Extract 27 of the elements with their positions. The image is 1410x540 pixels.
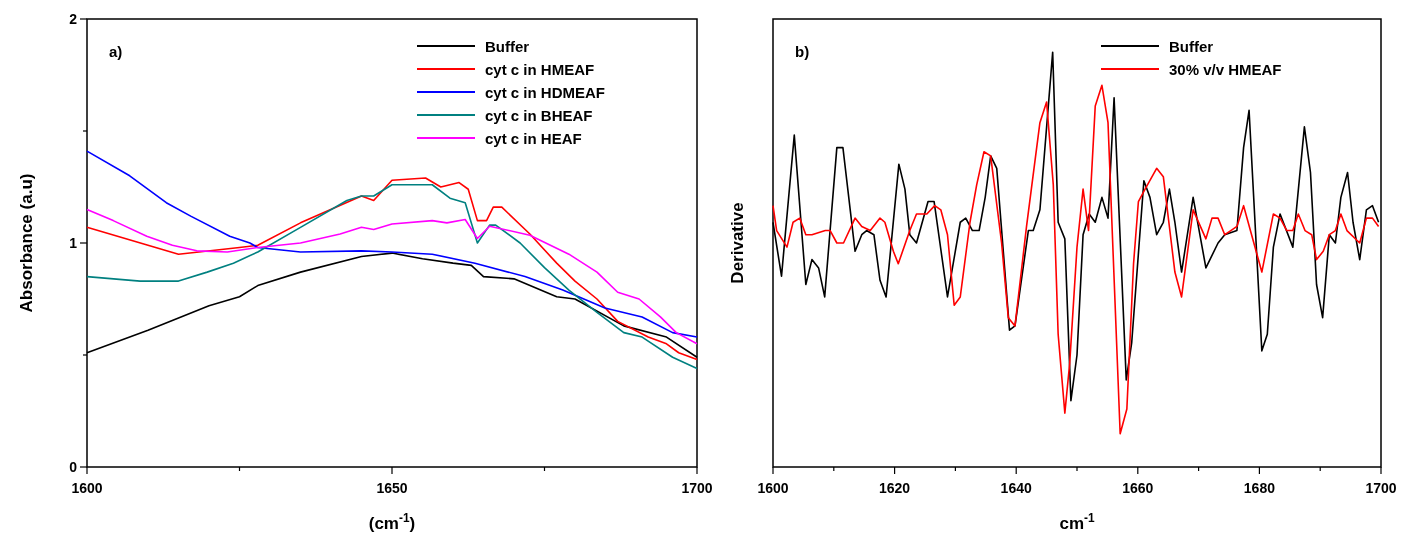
y-axis-title: Absorbance (a.u) bbox=[17, 173, 36, 313]
x-tick-label: 1600 bbox=[71, 480, 103, 496]
legend-label: cyt c in HDMEAF bbox=[485, 84, 606, 101]
x-tick-label: 1660 bbox=[1122, 480, 1154, 496]
line-series bbox=[86, 208, 698, 345]
legend-label: Buffer bbox=[485, 38, 530, 55]
annotation: a) bbox=[109, 43, 123, 60]
y-axis-title: Derivative bbox=[728, 202, 747, 284]
y-tick-label: 1 bbox=[69, 235, 78, 251]
legend-label: cyt c in HMEAF bbox=[485, 61, 595, 78]
legend-label: Buffer bbox=[1169, 38, 1214, 55]
line-series bbox=[86, 150, 698, 338]
legend-label: 30% v/v HMEAF bbox=[1169, 61, 1282, 78]
x-tick-label: 1700 bbox=[1365, 480, 1397, 496]
y-tick-label: 0 bbox=[69, 459, 78, 475]
legend-label: cyt c in HEAF bbox=[485, 130, 582, 147]
x-tick-label: 1680 bbox=[1243, 480, 1276, 496]
x-tick-label: 1600 bbox=[757, 480, 789, 496]
y-tick-label: 2 bbox=[69, 11, 78, 27]
x-axis-title: (cm$^{-1}$) bbox=[368, 511, 416, 533]
annotation: b) bbox=[795, 43, 810, 60]
x-tick-label: 1650 bbox=[376, 480, 408, 496]
legend-label: cyt c in BHEAF bbox=[485, 107, 593, 124]
x-tick-label: 1700 bbox=[681, 480, 713, 496]
x-axis-title: cm$^{-1}$ bbox=[1059, 511, 1095, 533]
x-tick-label: 1620 bbox=[879, 480, 911, 496]
x-tick-label: 1640 bbox=[1000, 480, 1032, 496]
